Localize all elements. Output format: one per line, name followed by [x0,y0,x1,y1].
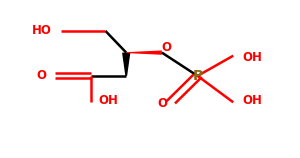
Text: OH: OH [242,94,262,107]
Text: O: O [37,69,46,82]
Polygon shape [126,50,162,55]
Text: OH: OH [242,51,262,64]
Text: OH: OH [98,94,118,107]
Text: HO: HO [32,24,52,37]
Text: O: O [157,97,167,110]
Text: O: O [161,41,171,55]
Polygon shape [122,53,130,76]
Text: P: P [192,69,203,83]
